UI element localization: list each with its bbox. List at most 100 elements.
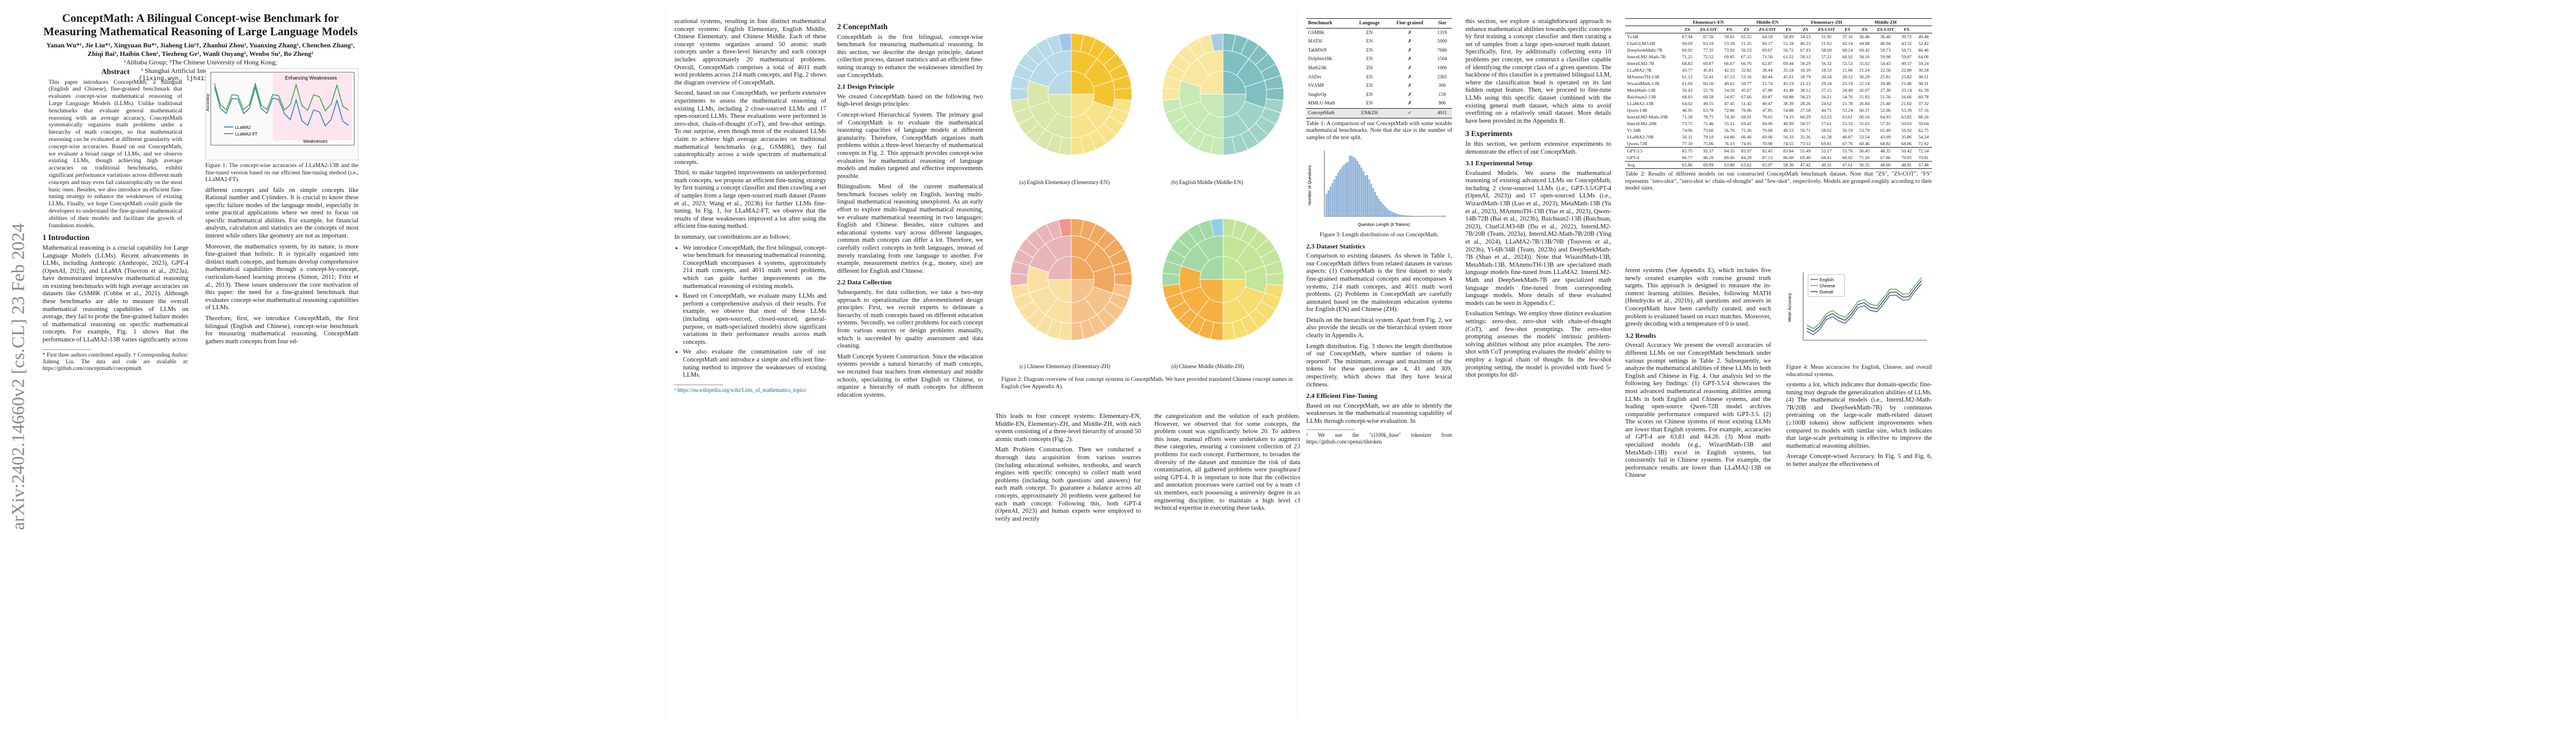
table-cell: EN (1366, 47, 1373, 53)
concept-segment (1114, 87, 1132, 101)
table-cell: 68.83 (1682, 94, 1693, 100)
table-cell: 89.06 (1724, 155, 1735, 160)
subsection-heading: 2.3 Dataset Statistics (1306, 242, 1365, 250)
histogram-bar (1401, 214, 1403, 217)
table-cell: 69.42 (1859, 47, 1870, 53)
concept-segment (1162, 87, 1180, 101)
table-row: SingleOp EN ✗ 159 (1306, 91, 1452, 100)
table-cell: ✗ (1408, 47, 1412, 53)
column-1: Abstract This paper introduces ConceptMa… (43, 68, 188, 375)
table-cell: 36.46 (1880, 34, 1891, 39)
table-cell: 27.58 (1800, 108, 1811, 113)
table-cell: 26.84 (1859, 101, 1870, 106)
table-cell: MMLU-Math (1308, 100, 1335, 106)
table-cell: GSM8K (1308, 29, 1325, 35)
table-1-header: Fine-grained (1387, 18, 1433, 29)
histogram-bar (1384, 206, 1386, 217)
legend-chinese: Chinese (1820, 284, 1835, 289)
table-cell: 52.06 (1880, 108, 1891, 113)
table-cell: 30.28 (1918, 67, 1929, 73)
histogram-bar (1365, 175, 1366, 217)
p3-col1-para-1: Comparison to existing datasets. As show… (1306, 253, 1452, 313)
table-cell: 69.87 (1762, 94, 1773, 100)
table-cell: 58.09 (1783, 34, 1794, 39)
concept-segment (1058, 218, 1072, 238)
histogram-bar (1370, 183, 1372, 217)
p2-col1-para-1: ucational systems, resulting in four dis… (674, 18, 826, 86)
table-cell: 57.21 (1821, 54, 1832, 60)
table-cell: 67.86 (1880, 155, 1891, 160)
concept-segment (1210, 33, 1224, 52)
table-cell: 63.23 (1821, 114, 1832, 120)
p2-col1-para-3: Third, to make targeted improvements on … (674, 169, 826, 230)
table-group-header: Elementary-ZH (1797, 18, 1856, 26)
table-cell: 68.83 (1682, 61, 1693, 66)
legend-english: English (1820, 278, 1834, 282)
table-row: Qwen-14B 46.95 63.78 72.86 70.06 47.85 54.88 27… (1625, 107, 1932, 114)
table-cell: 28.26 (1800, 101, 1811, 106)
table-cell: 76.13 (1724, 141, 1735, 146)
table-row: MMLU-Math EN ✗ 906 (1306, 99, 1452, 108)
hist-y-label: Number of Questions (1308, 165, 1312, 205)
table-cell: 69.01 (1741, 114, 1752, 120)
table-cell: 56.66 (1901, 94, 1912, 100)
table-cell: EN (1366, 74, 1373, 80)
table-cell: 5000 (1437, 38, 1447, 44)
histogram-bar (1391, 212, 1394, 217)
table-row: LLaMA2-7B 43.77 45.81 42.53 32.82 38.44 35.18 1… (1625, 67, 1932, 74)
table-cell: 24.49 (1842, 87, 1853, 93)
table-cell: MetaMath-13B (1627, 87, 1656, 93)
table-cell: 71.26 (1859, 155, 1870, 160)
table-cell: 59.65 (1724, 34, 1735, 39)
table-cell: 65.86 (1682, 162, 1693, 168)
table-subheader: ZS (1797, 26, 1814, 33)
p2-col1-para-4: In summary, our contributions are as fol… (674, 234, 790, 241)
table-cell: 55.65 (1859, 121, 1870, 126)
table-cell: 41.58 (1821, 134, 1832, 140)
table-cell: 59.98 (1880, 54, 1891, 60)
table-cell: 53.18 (1724, 41, 1735, 46)
histogram-bar (1386, 208, 1388, 217)
table-cell: 61.12 (1682, 74, 1693, 80)
concept-segment (1114, 273, 1132, 286)
table-cell: 63.62 (1741, 162, 1752, 168)
table-cell: 69.06 (1762, 134, 1773, 140)
table-row: Math23K ZH ✗ 1000 (1306, 64, 1452, 73)
column-4: Mean Accuracy English Chinese Overall Fi… (1786, 267, 1932, 472)
p4-col2-para-1: systems a lot, which indicates that doma… (1786, 382, 1932, 450)
table-cell: 65.40 (1880, 128, 1891, 133)
concept-wheel (1010, 218, 1132, 341)
accuracy-series-line (1806, 277, 1922, 329)
table-cell: 60.56 (1703, 81, 1714, 86)
table-cell: 71.46 (1703, 121, 1714, 126)
table-subheader: ZS-COT (1814, 26, 1839, 33)
table-cell: 57.91 (1880, 121, 1891, 126)
table-cell: 49.48 (1918, 34, 1929, 39)
table-cell: 67.66 (1741, 94, 1752, 100)
table-row: ConceptMath EN&ZH ✓ 4011 (1306, 108, 1452, 118)
table-cell: 51.25 (1741, 41, 1752, 46)
table-row: Baichuan2-13B 68.83 68.58 54.07 67.66 69.87 60… (1625, 94, 1932, 100)
table-cell: 67.94 (1682, 34, 1693, 39)
histogram-bar (1433, 216, 1434, 217)
table-group-header: Elementary-EN (1679, 18, 1738, 26)
table-subheader: FS (1838, 26, 1856, 33)
table-cell: 54.76 (1842, 94, 1853, 100)
llama2-ft-series-line (214, 82, 349, 112)
table-cell: 60.17 (1762, 41, 1773, 46)
table-cell: 70.90 (1762, 141, 1773, 146)
table-cell: 55.93 (1859, 94, 1870, 100)
table-cell: 64.06 (1918, 54, 1929, 60)
histogram-bar (1360, 167, 1363, 217)
table-cell: 75.06 (1703, 141, 1714, 146)
table-row: GSM8K EN ✗ 1319 (1306, 28, 1452, 37)
table-cell: 68.46 (1859, 141, 1870, 146)
table-cell: Qwen-14B (1627, 108, 1648, 113)
table-cell: ASDiv (1308, 74, 1322, 80)
table-cell: 64.02 (1682, 101, 1693, 106)
table-cell: 72.26 (1741, 128, 1752, 133)
table-cell: 52.17 (1821, 148, 1832, 154)
table-cell: 48.35 (1880, 148, 1891, 154)
table-cell: 90.20 (1703, 155, 1714, 160)
table-subheader: ZS-COT (1872, 26, 1899, 33)
